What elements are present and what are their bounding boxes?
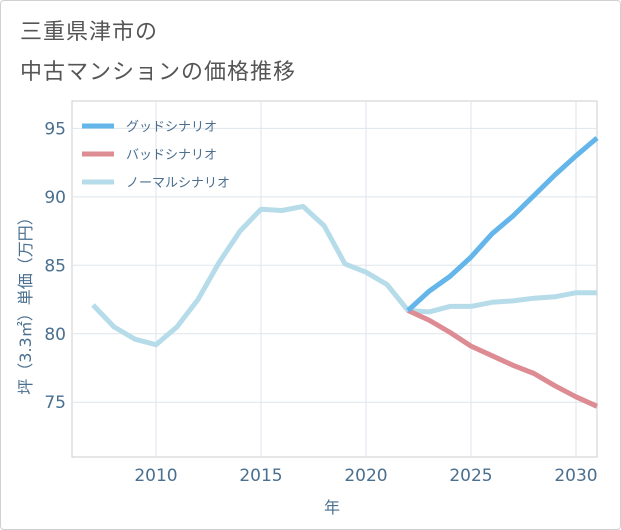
plot-area [71, 100, 598, 458]
legend-label: ノーマルシナリオ [126, 176, 230, 191]
x-axis-label: 年 [324, 498, 340, 517]
chart-title-line1: 三重県津市の [20, 20, 159, 45]
x-tick-label: 2030 [554, 466, 597, 486]
y-tick-label: 90 [44, 188, 66, 208]
y-axis-label: 坪（3.3㎡）単価（万円） [16, 209, 35, 394]
x-tick-label: 2020 [344, 466, 387, 486]
tick-labels: 2010 2015 2020 2025 2030 75 80 85 90 95 [44, 119, 597, 486]
legend-label: バッドシナリオ [126, 148, 217, 163]
series-line [406, 136, 599, 313]
x-tick-label: 2015 [239, 466, 282, 486]
y-tick-label: 75 [44, 393, 66, 413]
x-tick-label: 2025 [449, 466, 492, 486]
chart-title-line2: 中古マンションの価格推移 [20, 60, 297, 85]
grid-lines [72, 101, 597, 457]
legend-label: グッドシナリオ [126, 120, 217, 135]
y-tick-label: 95 [44, 119, 66, 139]
series-line [91, 203, 597, 348]
y-tick-label: 80 [44, 325, 66, 345]
y-tick-label: 85 [44, 256, 66, 276]
x-tick-label: 2010 [134, 466, 177, 486]
series-line [406, 308, 599, 409]
series-lines [91, 136, 599, 409]
